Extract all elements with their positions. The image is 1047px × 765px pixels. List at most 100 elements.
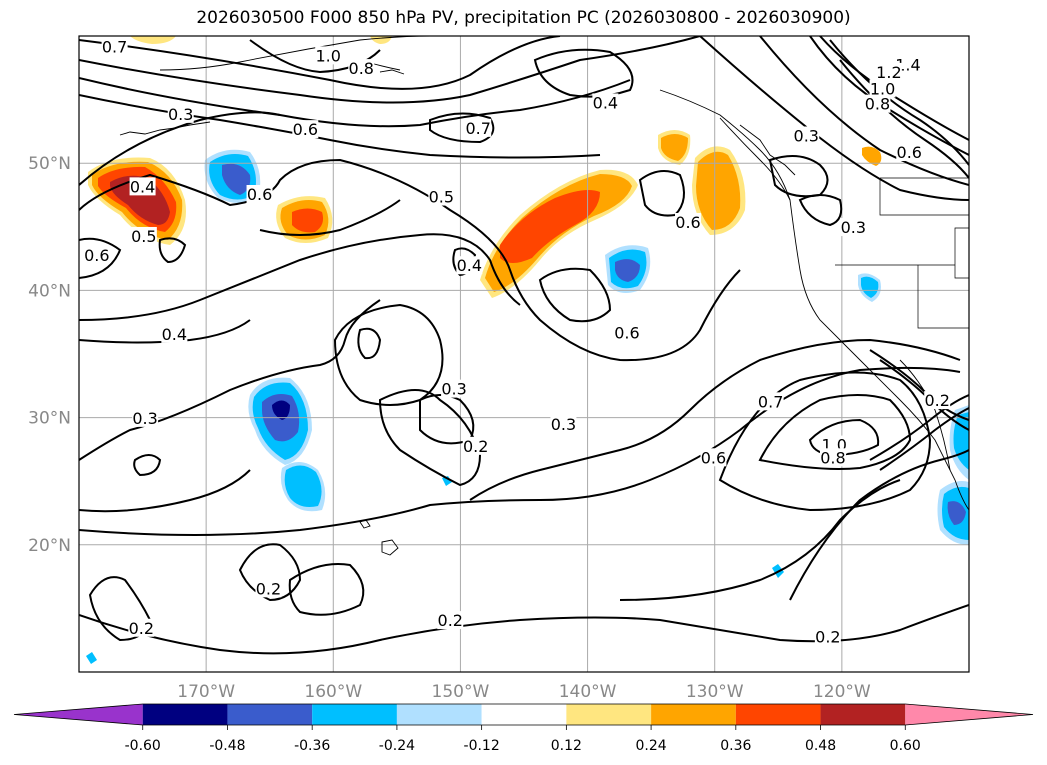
- contour-label-background: [757, 392, 784, 411]
- political-borders: [835, 177, 969, 329]
- contour-label-background: [869, 79, 896, 98]
- contour-label-background: [840, 218, 867, 237]
- contour-label-background: [875, 62, 902, 81]
- contour-label: 0.8: [865, 95, 890, 114]
- contour-label-background: [613, 323, 640, 342]
- contour-label: 0.7: [102, 37, 127, 56]
- map-title: 2026030500 F000 850 hPa PV, precipitatio…: [196, 8, 851, 28]
- longitude-tick-label: 120°W: [813, 682, 871, 702]
- contour-label: 0.6: [247, 185, 272, 204]
- colorbar-segment: [566, 704, 652, 725]
- precipitation-anomaly-shading: [86, 36, 969, 664]
- contour-label: 0.6: [675, 213, 700, 232]
- longitude-tick-labels: 170°W 160°W 150°W 140°W 130°W 120°W: [177, 682, 871, 702]
- contour-label-background: [819, 448, 846, 467]
- contour-label-background: [864, 94, 891, 113]
- contour-label: 0.3: [441, 380, 466, 399]
- contour-label: 0.3: [841, 218, 866, 237]
- map-frame: [78, 35, 970, 673]
- contour-label: 0.2: [438, 611, 463, 630]
- contour-label: 0.6: [614, 324, 639, 343]
- contour-label: 0.6: [293, 120, 318, 139]
- latitude-tick-label: 20°N: [28, 536, 71, 556]
- contour-label: 1.2: [876, 63, 901, 82]
- contour-label: 0.6: [897, 143, 922, 162]
- contour-label-background: [161, 324, 188, 343]
- colorbar-tick-label: -0.48: [209, 738, 245, 754]
- contour-label: 0.2: [463, 437, 488, 456]
- contour-label-background: [675, 212, 702, 231]
- contour-label: 0.4: [162, 325, 187, 344]
- latitude-tick-label: 30°N: [28, 409, 71, 429]
- contour-label: 0.8: [820, 448, 845, 467]
- contour-label-background: [130, 226, 157, 245]
- colorbar-tick-labels: -0.60 -0.48 -0.36 -0.24 -0.12 0.12 0.24 0.36 0.4…: [125, 725, 921, 754]
- colorbar-segment: [735, 704, 821, 725]
- contour-label-background: [924, 391, 951, 410]
- colorbar-tick-label: -0.12: [464, 738, 500, 754]
- longitude-tick-label: 150°W: [432, 682, 490, 702]
- contour-label-background: [700, 448, 727, 467]
- colorbar-segment: [651, 704, 736, 725]
- longitude-tick-label: 130°W: [686, 682, 744, 702]
- colorbar-segment: [142, 704, 228, 725]
- contour-label: 0.6: [84, 246, 109, 265]
- contour-label: 0.3: [132, 409, 157, 428]
- contour-label: 0.3: [794, 126, 819, 145]
- contour-label-background: [437, 611, 464, 630]
- contour-label-background: [167, 104, 194, 123]
- contour-label: 0.2: [256, 579, 281, 598]
- contour-label: 0.4: [593, 93, 618, 112]
- contour-label-background: [292, 120, 319, 139]
- contour-label: 0.2: [129, 619, 154, 638]
- contour-label: 0.3: [551, 415, 576, 434]
- contour-label-background: [428, 187, 455, 206]
- colorbar-tick-label: 0.36: [720, 738, 751, 754]
- contour-label: 0.2: [815, 628, 840, 647]
- contour-label: 0.5: [131, 227, 156, 246]
- colorbar-tick-label: 0.60: [890, 738, 921, 754]
- colorbar-tick-label: -0.60: [125, 738, 161, 754]
- contour-label-background: [246, 185, 273, 203]
- colorbar-tick-label: 0.24: [636, 738, 667, 754]
- colorbar-segment: [312, 704, 397, 725]
- contour-label-background: [550, 415, 577, 434]
- contour-label-background: [348, 59, 375, 78]
- contour-label-background: [592, 93, 619, 112]
- contour-label: 0.6: [701, 448, 726, 467]
- colorbar-segment: [396, 704, 482, 725]
- longitude-tick-label: 170°W: [177, 682, 235, 702]
- pv-contour-labels: 0.7 1.00.80.40.70.60.31.41.21.00.80.30.60…: [83, 37, 951, 647]
- contour-label-background: [441, 379, 468, 398]
- contour-label-background: [462, 436, 489, 455]
- contour-label-background: [814, 627, 841, 646]
- colorbar-tick-label: -0.24: [379, 738, 415, 754]
- colorbar-tick-label: 0.48: [805, 738, 836, 754]
- map-gridlines: [79, 36, 969, 672]
- colorbar-tick-label: 0.12: [551, 738, 582, 754]
- colorbar: [13, 703, 1034, 726]
- contour-label: 0.7: [466, 119, 491, 138]
- contour-label-background: [896, 143, 923, 162]
- contour-label-background: [465, 118, 492, 137]
- contour-label: 0.2: [924, 391, 949, 410]
- colorbar-segment: [820, 704, 906, 725]
- contour-label-background: [456, 256, 483, 275]
- contour-label: 0.8: [349, 59, 374, 78]
- map-background: [79, 36, 969, 672]
- contour-label: 0.3: [168, 105, 193, 124]
- colorbar-extend-low: [14, 704, 143, 725]
- contour-label: 0.4: [130, 177, 155, 196]
- colorbar-tick-label: -0.36: [294, 738, 330, 754]
- pv-contours: [79, 36, 969, 655]
- contour-label-background: [128, 618, 155, 637]
- contour-label-background: [132, 408, 159, 427]
- colorbar-segment: [481, 704, 567, 725]
- longitude-tick-label: 140°W: [559, 682, 617, 702]
- contour-label: 1.0: [870, 79, 895, 98]
- colorbar-extend-high: [905, 704, 1033, 725]
- contour-label-background: [255, 579, 282, 598]
- contour-label: 1.0: [315, 46, 340, 65]
- colorbar-segment: [227, 704, 313, 725]
